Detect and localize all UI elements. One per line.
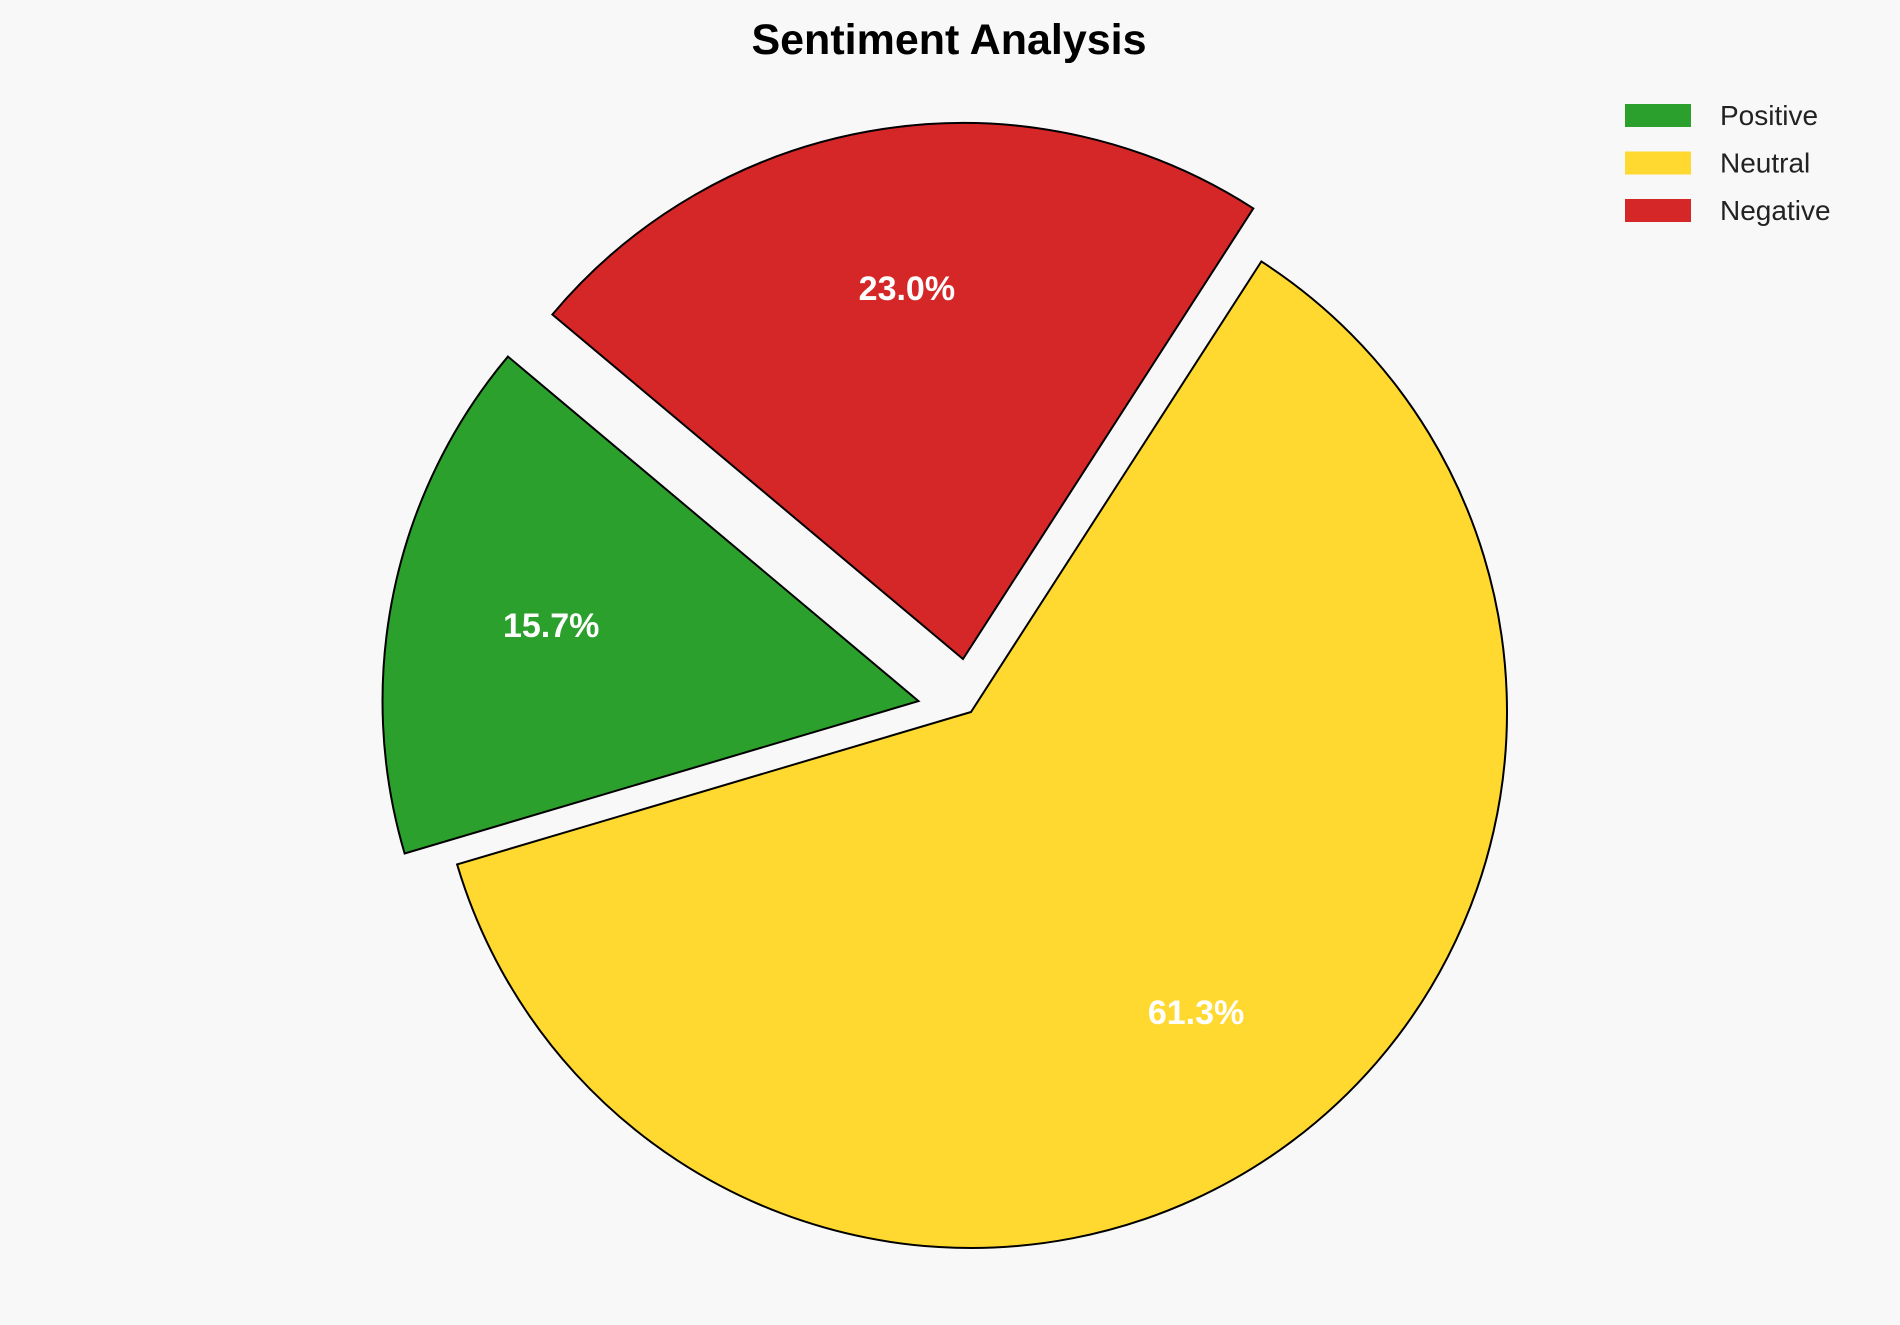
legend-label-negative: Negative <box>1720 195 1831 226</box>
slice-label-neutral: 61.3% <box>1148 994 1244 1032</box>
legend-label-neutral: Neutral <box>1720 148 1810 179</box>
legend-swatch-positive <box>1625 104 1691 127</box>
legend-swatch-negative <box>1625 199 1691 222</box>
pie-slice-neutral <box>455 260 1508 1249</box>
slice-label-positive: 15.7% <box>503 607 599 645</box>
legend-swatch-neutral <box>1625 151 1691 175</box>
pie-slice-negative <box>550 122 1255 661</box>
pie-slice-positive <box>381 355 921 855</box>
slice-label-negative: 23.0% <box>859 270 955 308</box>
legend: Positive Neutral Negative <box>1625 100 1831 226</box>
legend-label-positive: Positive <box>1720 100 1818 131</box>
chart-title: Sentiment Analysis <box>751 16 1146 64</box>
